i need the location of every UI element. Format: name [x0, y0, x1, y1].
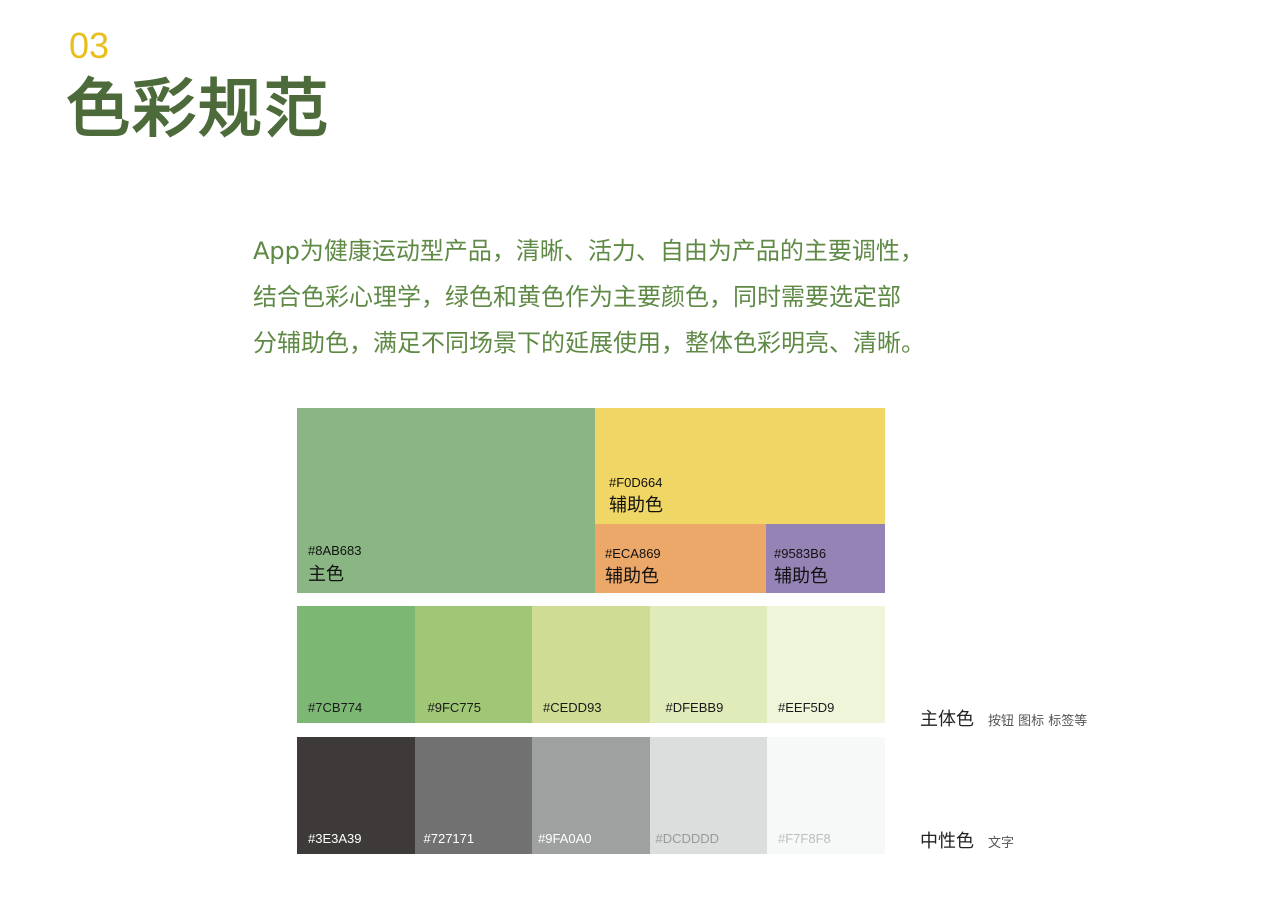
color-swatch: #CEDD93 [532, 606, 650, 723]
color-swatch: #9FA0A0 [532, 737, 650, 854]
intro-line: 分辅助色，满足不同场景下的延展使用，整体色彩明亮、清晰。 [253, 329, 925, 357]
intro-paragraph: App为健康运动型产品，清晰、活力、自由为产品的主要调性， 结合色彩心理学，绿色… [253, 228, 1013, 366]
aux-color-hex: #9583B6 [774, 546, 827, 561]
legend-desc: 文字 [988, 836, 1015, 851]
swatch-hex: #EEF5D9 [778, 700, 835, 715]
aux-color-role: 辅助色 [774, 566, 828, 587]
swatch-hex: #F7F8F8 [778, 831, 831, 846]
color-swatch: #9FC775 [414, 606, 533, 723]
aux-color-block-orange: #ECA869 辅助色 [595, 524, 766, 593]
swatch-hex: #3E3A39 [308, 831, 362, 846]
swatch-hex: #DCDDDD [655, 831, 720, 846]
swatch-hex: #727171 [423, 831, 475, 846]
page-title: 色彩规范 [66, 73, 330, 147]
aux-color-role: 辅助色 [605, 566, 659, 587]
section-number: 03 [69, 25, 110, 66]
legend-desc: 按钮 图标 标签等 [988, 714, 1088, 729]
intro-line: 结合色彩心理学，绿色和黄色作为主要颜色，同时需要选定部 [253, 283, 901, 311]
aux-color-block-yellow: #F0D664 辅助色 [595, 408, 885, 524]
main-tones-legend: 主体色 按钮 图标 标签等 [920, 705, 1087, 731]
swatch-hex: #7CB774 [308, 700, 363, 715]
color-swatch: #7CB774 [297, 606, 415, 723]
color-swatch: #EEF5D9 [767, 606, 885, 723]
aux-color-hex: #ECA869 [605, 546, 661, 561]
legend-title: 中性色 [920, 831, 974, 852]
aux-color-role: 辅助色 [609, 495, 663, 516]
intro-line: App为健康运动型产品，清晰、活力、自由为产品的主要调性， [253, 237, 924, 265]
swatch-hex: #9FC775 [427, 700, 481, 715]
color-swatch: #3E3A39 [297, 737, 415, 854]
primary-color-block: #8AB683 主色 [297, 408, 595, 593]
aux-color-block-purple: #9583B6 辅助色 [766, 524, 885, 593]
color-swatch: #DCDDDD [649, 737, 768, 854]
swatch-hex: #9FA0A0 [538, 831, 592, 846]
color-swatch: #727171 [414, 737, 533, 854]
legend-title: 主体色 [920, 709, 974, 730]
primary-color-role: 主色 [308, 564, 344, 585]
swatch-hex: #DFEBB9 [665, 700, 724, 715]
color-swatch: #DFEBB9 [649, 606, 768, 723]
color-swatch: #F7F8F8 [767, 737, 885, 854]
swatch-hex: #CEDD93 [543, 700, 602, 715]
primary-color-hex: #8AB683 [308, 543, 362, 558]
neutral-tones-legend: 中性色 文字 [920, 827, 1014, 853]
aux-color-hex: #F0D664 [609, 475, 663, 490]
